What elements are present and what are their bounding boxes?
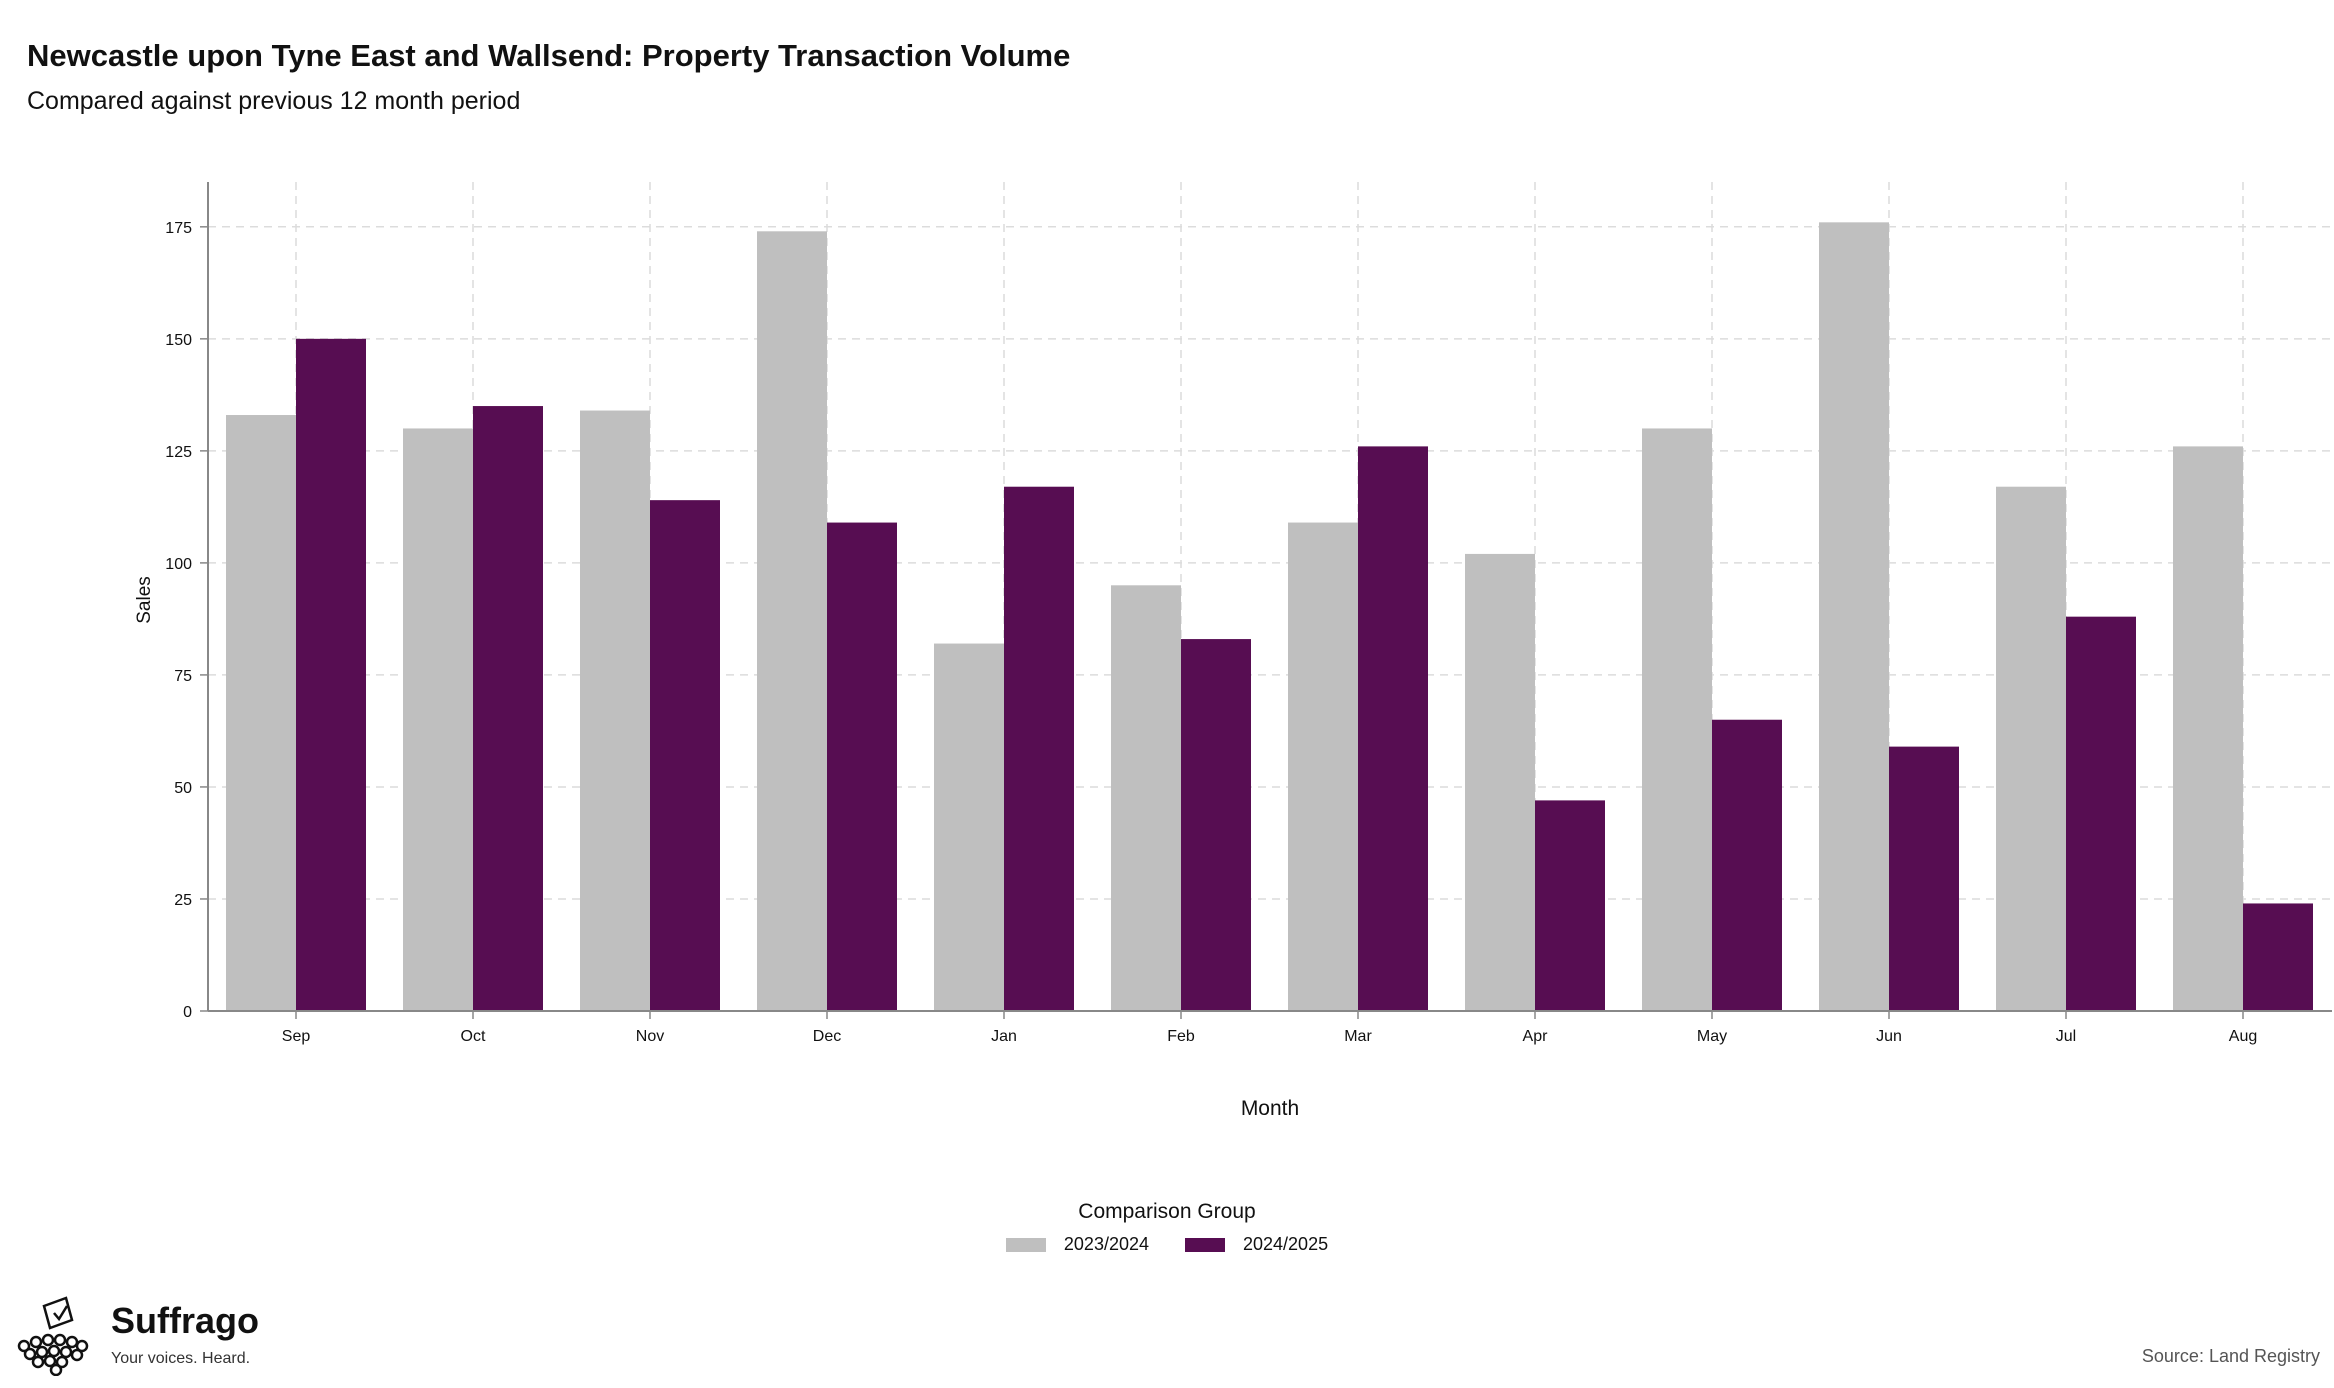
y-tick-label: 100	[165, 556, 192, 573]
x-tick-label: Oct	[461, 1028, 486, 1045]
bar-chart: 0 25 50 75 100 125 150 175 Sep Oct Nov Dec Jan Feb Mar…	[134, 182, 2332, 1120]
x-tick-label: Dec	[813, 1028, 841, 1045]
bars	[226, 222, 2313, 1012]
bar-dec-2024-2025	[827, 522, 897, 1011]
x-tick-label: Feb	[1167, 1028, 1195, 1045]
bar-jun-2023-2024	[1819, 222, 1889, 1012]
bar-feb-2024-2025	[1181, 639, 1251, 1011]
brand-logo: Suffrago Your voices. Heard.	[14, 1296, 274, 1377]
chart-subtitle: Compared against previous 12 month perio…	[27, 87, 521, 115]
y-tick-label: 50	[174, 780, 192, 797]
bar-dec-2023-2024	[757, 231, 827, 1012]
y-tick-label: 125	[165, 444, 192, 461]
legend-title: Comparison Group	[1078, 1200, 1256, 1223]
bar-aug-2023-2024	[2173, 446, 2243, 1011]
bar-sep-2023-2024	[226, 415, 296, 1011]
x-tick-label: Sep	[282, 1028, 311, 1045]
brand-name: Suffrago	[111, 1300, 259, 1341]
legend-items: 2023/2024 2024/2025	[0, 1234, 2334, 1255]
bar-sep-2024-2025	[296, 338, 366, 1011]
source-note: Source: Land Registry	[2141, 1346, 2320, 1366]
x-tick-label: Jul	[2056, 1028, 2076, 1045]
tick-labels: 0 25 50 75 100 125 150 175 Sep Oct Nov Dec Jan Feb Mar…	[165, 220, 2257, 1045]
bar-mar-2024-2025	[1358, 446, 1428, 1011]
ballot-box-crowd-icon	[17, 1296, 89, 1377]
y-tick-label: 150	[165, 332, 192, 349]
x-axis-label: Month	[1241, 1097, 1299, 1120]
bar-jul-2023-2024	[1996, 486, 2066, 1011]
bar-mar-2023-2024	[1288, 522, 1358, 1011]
bar-jun-2024-2025	[1889, 746, 1959, 1011]
x-tick-label: Aug	[2229, 1028, 2257, 1045]
y-axis-label: Sales	[134, 576, 155, 624]
bar-nov-2024-2025	[650, 500, 720, 1011]
x-tick-label: Jun	[1876, 1028, 1902, 1045]
legend-swatch	[1005, 1237, 1046, 1252]
legend-swatch	[1185, 1237, 1225, 1252]
bar-apr-2024-2025	[1535, 800, 1605, 1011]
legend-item-2024-2025: 2024/2025	[1185, 1234, 1328, 1255]
bar-jul-2024-2025	[2066, 616, 2136, 1011]
x-tick-label: Apr	[1523, 1028, 1549, 1045]
x-tick-label: Nov	[636, 1028, 664, 1045]
axes	[207, 182, 2332, 1012]
x-tick-label: May	[1697, 1028, 1727, 1045]
bar-aug-2024-2025	[2243, 903, 2313, 1011]
y-tick-label: 175	[165, 220, 192, 237]
x-tick-label: Jan	[991, 1028, 1017, 1045]
bar-feb-2023-2024	[1111, 585, 1181, 1011]
y-tick-label: 75	[174, 668, 192, 685]
legend-label: 2023/2024	[1063, 1234, 1149, 1254]
bar-may-2023-2024	[1642, 428, 1712, 1011]
legend-item-2023-2024: 2023/2024	[1005, 1234, 1149, 1255]
brand-tagline: Your voices. Heard.	[111, 1350, 251, 1367]
y-tick-label: 25	[174, 892, 192, 909]
bar-jan-2023-2024	[934, 643, 1004, 1011]
bar-jan-2024-2025	[1004, 486, 1074, 1011]
bar-may-2024-2025	[1712, 719, 1782, 1011]
x-tick-label: Mar	[1344, 1028, 1372, 1045]
bar-nov-2023-2024	[580, 410, 650, 1011]
chart-title: Newcastle upon Tyne East and Wallsend: P…	[27, 38, 1071, 73]
y-tick-label: 0	[183, 1004, 192, 1021]
bar-oct-2023-2024	[403, 428, 473, 1011]
bar-apr-2023-2024	[1465, 553, 1535, 1011]
bar-oct-2024-2025	[473, 406, 543, 1011]
legend-label: 2024/2025	[1243, 1234, 1329, 1254]
